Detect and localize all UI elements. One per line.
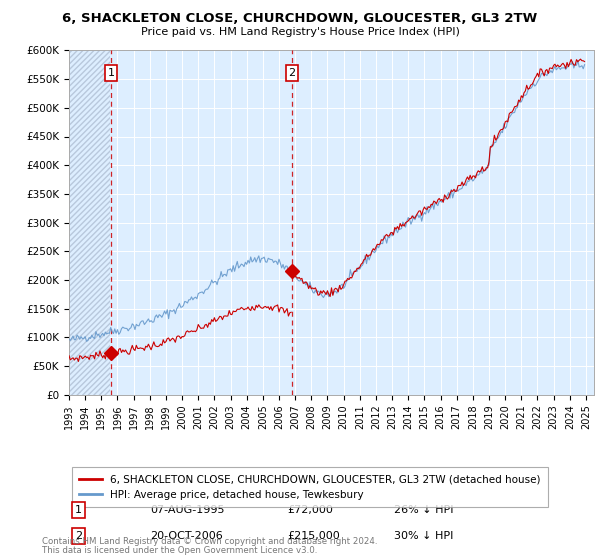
Text: £215,000: £215,000 bbox=[287, 531, 340, 541]
Text: This data is licensed under the Open Government Licence v3.0.: This data is licensed under the Open Gov… bbox=[42, 547, 317, 556]
Text: £72,000: £72,000 bbox=[287, 505, 333, 515]
Text: 20-OCT-2006: 20-OCT-2006 bbox=[151, 531, 223, 541]
Legend: 6, SHACKLETON CLOSE, CHURCHDOWN, GLOUCESTER, GL3 2TW (detached house), HPI: Aver: 6, SHACKLETON CLOSE, CHURCHDOWN, GLOUCES… bbox=[71, 467, 548, 507]
Text: 26% ↓ HPI: 26% ↓ HPI bbox=[395, 505, 454, 515]
Text: 2: 2 bbox=[75, 531, 82, 541]
Text: 07-AUG-1995: 07-AUG-1995 bbox=[151, 505, 225, 515]
Text: 6, SHACKLETON CLOSE, CHURCHDOWN, GLOUCESTER, GL3 2TW: 6, SHACKLETON CLOSE, CHURCHDOWN, GLOUCES… bbox=[62, 12, 538, 25]
Text: 30% ↓ HPI: 30% ↓ HPI bbox=[395, 531, 454, 541]
Text: Contains HM Land Registry data © Crown copyright and database right 2024.: Contains HM Land Registry data © Crown c… bbox=[42, 538, 377, 547]
Text: 1: 1 bbox=[107, 68, 115, 78]
Text: 2: 2 bbox=[289, 68, 295, 78]
Text: Price paid vs. HM Land Registry's House Price Index (HPI): Price paid vs. HM Land Registry's House … bbox=[140, 27, 460, 37]
Text: 1: 1 bbox=[75, 505, 82, 515]
